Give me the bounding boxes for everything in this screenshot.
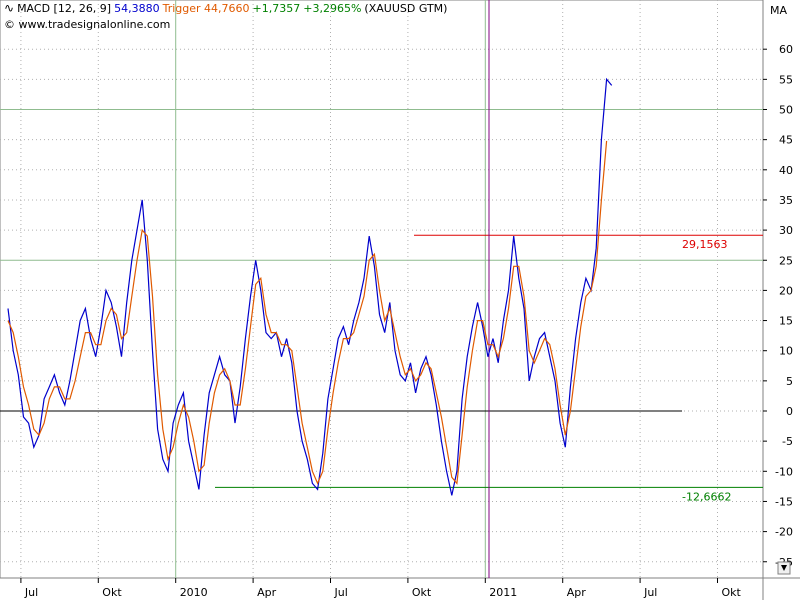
x-tick-label: 2010 bbox=[180, 586, 208, 599]
symbol-label: (XAUUSD GTM) bbox=[364, 2, 448, 15]
vertical-gridlines bbox=[20, 0, 718, 578]
y-tick-label: 60 bbox=[779, 43, 793, 56]
y-tick-label: 10 bbox=[779, 345, 793, 358]
y-tick-label: -15 bbox=[775, 495, 793, 508]
y-tick-label: -5 bbox=[782, 435, 793, 448]
y-tick-label: 35 bbox=[779, 194, 793, 207]
y-tick-label: 20 bbox=[779, 284, 793, 297]
y-tick-label: 15 bbox=[779, 315, 793, 328]
macd-value: 54,3880 bbox=[114, 2, 160, 15]
reference-lines: 29,1563 -12,6662 bbox=[0, 234, 763, 503]
y-tick-label: 55 bbox=[779, 73, 793, 86]
scroll-arrow-icon[interactable] bbox=[777, 561, 791, 575]
y-tick-label: 30 bbox=[779, 224, 793, 237]
trigger-label: Trigger 44,7660 bbox=[162, 2, 250, 15]
y-tick-label: -20 bbox=[775, 526, 793, 539]
horizontal-gridlines bbox=[0, 48, 763, 563]
x-axis-ticks: Jul Okt 2010 Apr Jul Okt 2011 Apr Jul Okt bbox=[20, 578, 742, 599]
y-tick-label: -10 bbox=[775, 465, 793, 478]
x-tick-label: Okt bbox=[102, 586, 122, 599]
x-tick-label: Apr bbox=[567, 586, 587, 599]
x-tick-label: Jul bbox=[334, 586, 348, 599]
axis-title: MA bbox=[770, 4, 787, 17]
x-tick-label: Jul bbox=[24, 586, 38, 599]
x-tick-label: Okt bbox=[412, 586, 432, 599]
x-tick-label: Apr bbox=[257, 586, 277, 599]
x-tick-label: 2011 bbox=[489, 586, 517, 599]
x-tick-label: Jul bbox=[643, 586, 657, 599]
x-tick-label: Okt bbox=[722, 586, 742, 599]
macd-icon: ∿ bbox=[4, 1, 15, 15]
y-tick-label: 45 bbox=[779, 134, 793, 147]
trigger-line bbox=[7, 140, 608, 485]
source-credit: © www.tradesignalonline.com bbox=[4, 18, 171, 31]
y-tick-label: 0 bbox=[786, 405, 793, 418]
change-abs: +1,7357 bbox=[252, 2, 301, 15]
indicator-name: MACD [12, 26, 9] bbox=[17, 2, 112, 15]
chart-header: ∿ MACD [12, 26, 9] 54,3880 Trigger 44,7660 +… bbox=[4, 1, 450, 16]
plot-frame bbox=[0, 0, 764, 579]
macd-line bbox=[7, 77, 613, 496]
resistance-label: 29,1563 bbox=[682, 238, 728, 251]
y-tick-label: 25 bbox=[779, 254, 793, 267]
change-pct: +3,2965% bbox=[303, 2, 362, 15]
y-tick-label: 5 bbox=[786, 375, 793, 388]
y-tick-label: 40 bbox=[779, 164, 793, 177]
support-label: -12,6662 bbox=[682, 490, 731, 503]
y-tick-label: 50 bbox=[779, 104, 793, 117]
series-lines bbox=[7, 77, 613, 496]
